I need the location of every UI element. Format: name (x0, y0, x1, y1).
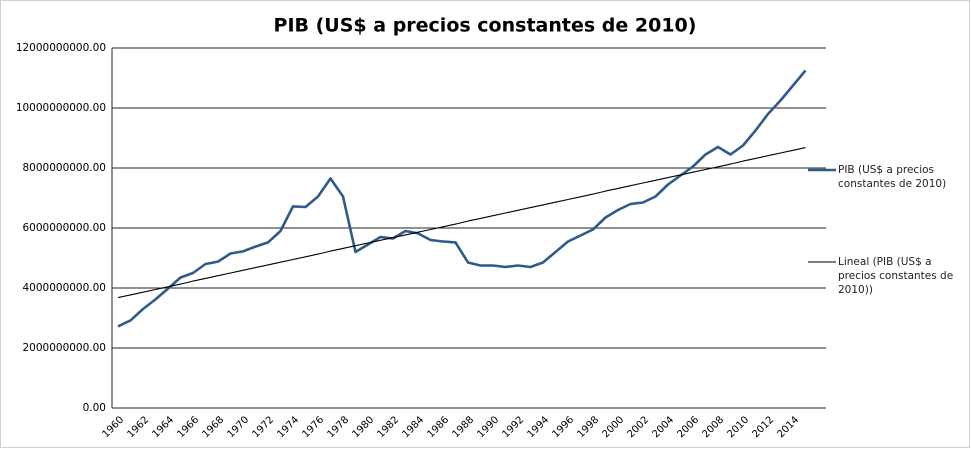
trend-line (117, 147, 806, 299)
data-line (117, 69, 807, 328)
y-tick-label: 0.00 (83, 402, 106, 414)
y-tick-label: 10000000000.00 (16, 102, 106, 114)
y-tick-label: 2000000000.00 (22, 342, 106, 354)
y-tick-label: 12000000000.00 (16, 42, 106, 54)
y-tick-label: 4000000000.00 (22, 282, 106, 294)
legend-label: PIB (US$ a precios constantes de 2010) (838, 164, 947, 190)
legend-label: Lineal (PIB (US$ a precios constantes de… (838, 256, 954, 296)
y-tick-label: 6000000000.00 (22, 222, 106, 234)
y-tick-label: 8000000000.00 (22, 162, 106, 174)
chart-title: PIB (US$ a precios constantes de 2010) (274, 15, 697, 37)
